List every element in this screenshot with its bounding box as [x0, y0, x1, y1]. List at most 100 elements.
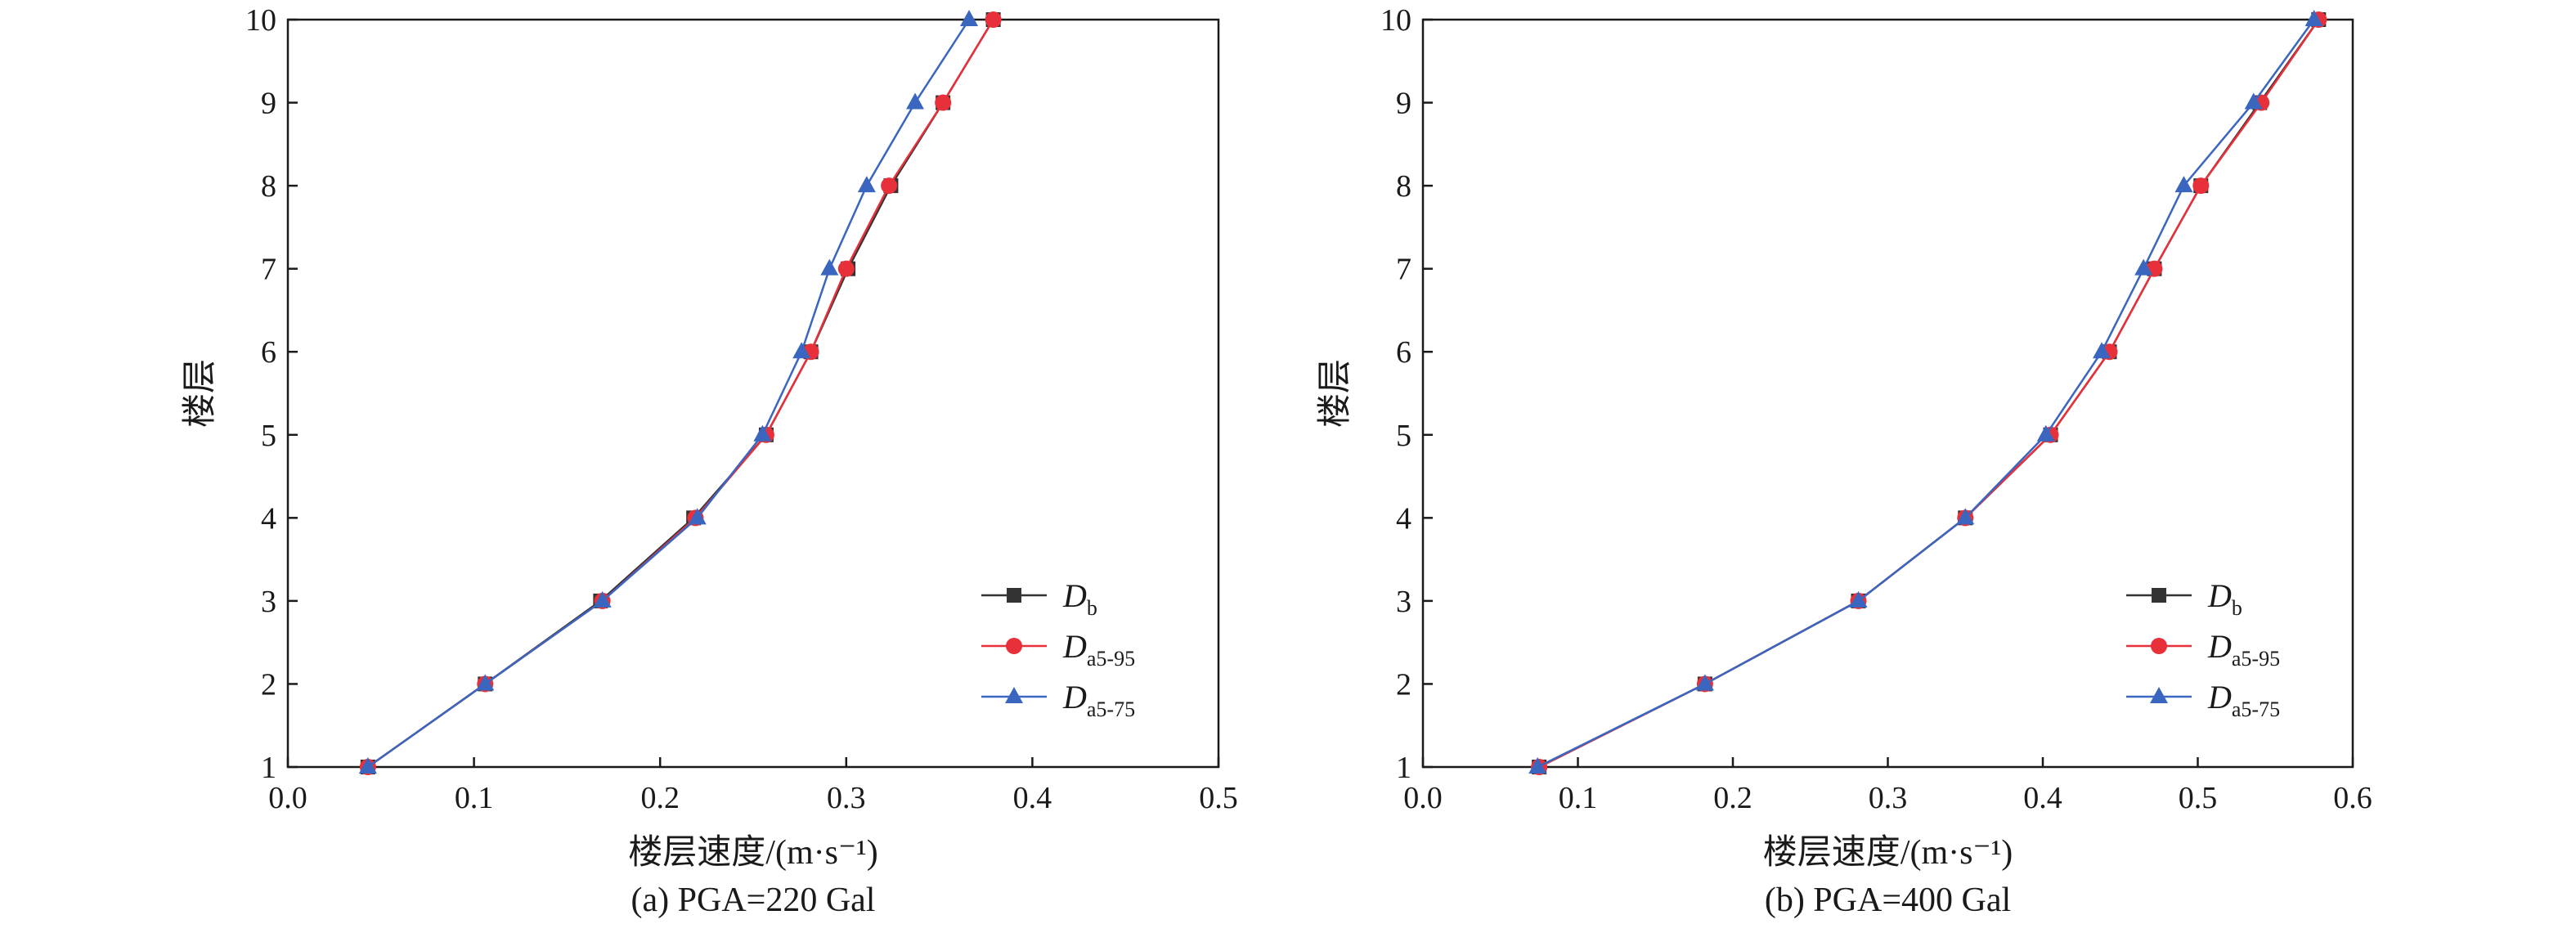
series-line [1538, 19, 2320, 769]
legend-label-main: D [2207, 628, 2232, 665]
series-d-a5-95 [359, 11, 1002, 775]
legend-label-main: D [2207, 679, 2232, 715]
data-point [1528, 757, 1547, 774]
legend-label-sub: a5-75 [2232, 698, 2280, 721]
data-point [1695, 674, 1714, 691]
data-point [2304, 10, 2323, 26]
data-point [2192, 177, 2210, 195]
data-point [358, 757, 377, 774]
data-point [906, 92, 925, 110]
legend-label: Da5-75 [1062, 679, 1135, 721]
x-tick-label: 0.0 [268, 781, 307, 815]
series-line [1537, 19, 2315, 769]
y-tick-label: 7 [1396, 253, 1411, 287]
data-point [792, 342, 811, 359]
y-tick-label: 4 [261, 501, 276, 536]
plot-frame [286, 18, 1220, 769]
legend-label: Da5-95 [2207, 628, 2280, 671]
legend-label: Db [1062, 577, 1097, 620]
y-tick-label: 8 [261, 169, 276, 204]
data-point [2244, 92, 2263, 110]
data-point [1956, 508, 1975, 525]
x-tick-label: 0.3 [1869, 781, 1908, 815]
legend-label-sub: b [2232, 596, 2242, 620]
x-axis-label: 楼层速度/(m·s⁻¹) [1763, 834, 2013, 872]
y-tick-label: 10 [245, 3, 276, 38]
series-line [1538, 19, 2320, 769]
data-point [820, 258, 839, 276]
x-tick-label: 0.3 [827, 781, 866, 815]
legend-marker [1007, 588, 1021, 603]
data-point [837, 260, 855, 277]
series-d-b [1532, 12, 2327, 774]
x-tick-label: 0.2 [640, 781, 680, 815]
x-tick-label: 0.0 [1403, 781, 1443, 815]
data-point [985, 11, 1002, 28]
x-tick-label: 0.1 [1559, 781, 1598, 815]
legend-marker [1006, 638, 1022, 654]
legend-label-main: D [1062, 577, 1087, 614]
x-tick-label: 0.4 [2023, 781, 2062, 815]
series-d-b [360, 12, 1001, 774]
legend-label: Da5-75 [2207, 679, 2280, 721]
data-point [593, 590, 612, 608]
series-d-a5-75 [1528, 10, 2323, 774]
y-tick-label: 2 [261, 667, 276, 702]
y-tick-label: 5 [1396, 419, 1411, 453]
y-tick-label: 1 [261, 751, 276, 785]
data-point [960, 10, 979, 26]
chart-panel-a: 0.0 0.1 0.2 0.3 0.4 0.5 1 2 3 4 5 6 7 8 9 10 楼层速度/(m·s⁻¹… [182, 3, 1238, 919]
data-point [2093, 342, 2112, 359]
y-tick-label: 6 [1396, 335, 1411, 370]
series-line [367, 19, 971, 769]
data-point [476, 674, 495, 691]
y-tick-label: 1 [1396, 751, 1411, 785]
y-tick-label: 3 [261, 585, 276, 619]
y-axis-label: 楼层 [182, 359, 219, 428]
y-tick-label: 9 [261, 87, 276, 121]
data-point [688, 508, 707, 525]
legend-label-sub: a5-95 [2232, 647, 2280, 671]
x-tick-label: 0.1 [455, 781, 494, 815]
data-point [2174, 176, 2193, 193]
legend-label-sub: a5-95 [1087, 647, 1135, 671]
legend-marker [2152, 588, 2166, 603]
y-tick-label: 10 [1380, 3, 1411, 38]
y-tick-label: 2 [1396, 667, 1411, 702]
legend-label-main: D [1062, 628, 1087, 665]
legend-label-main: D [2207, 577, 2232, 614]
data-point [2134, 258, 2153, 276]
data-point [753, 424, 772, 442]
data-point [1849, 590, 1868, 608]
x-axis-label: 楼层速度/(m·s⁻¹) [628, 834, 877, 872]
y-tick-label: 8 [1396, 169, 1411, 204]
y-axis-label: 楼层 [1317, 359, 1354, 428]
legend-label-sub: b [1087, 596, 1097, 620]
data-point [2036, 424, 2055, 442]
y-tick-label: 3 [1396, 585, 1411, 619]
data-point [881, 177, 898, 195]
series-line [367, 19, 994, 769]
y-tick-label: 9 [1396, 87, 1411, 121]
y-tick-label: 4 [1396, 501, 1411, 536]
chart-panel-b: 0.0 0.1 0.2 0.3 0.4 0.5 0.6 1 2 3 4 5 6 7 8 9 10 楼层速度/(m·… [1317, 3, 2372, 919]
data-point [857, 176, 876, 193]
legend-marker [2150, 687, 2168, 703]
y-tick-label: 6 [261, 335, 276, 370]
series-line [367, 19, 994, 769]
y-tick-label: 7 [261, 253, 276, 287]
panel-caption: (a) PGA=220 Gal [631, 881, 876, 919]
y-tick-label: 5 [261, 419, 276, 453]
legend-label: Db [2207, 577, 2242, 620]
series-d-a5-75 [358, 10, 979, 774]
x-tick-label: 0.4 [1013, 781, 1052, 815]
panel-caption: (b) PGA=400 Gal [1765, 881, 2011, 919]
x-tick-label: 0.5 [2179, 781, 2218, 815]
legend-marker [1005, 687, 1023, 703]
x-tick-label: 0.6 [2333, 781, 2372, 815]
x-tick-label: 0.5 [1199, 781, 1238, 815]
